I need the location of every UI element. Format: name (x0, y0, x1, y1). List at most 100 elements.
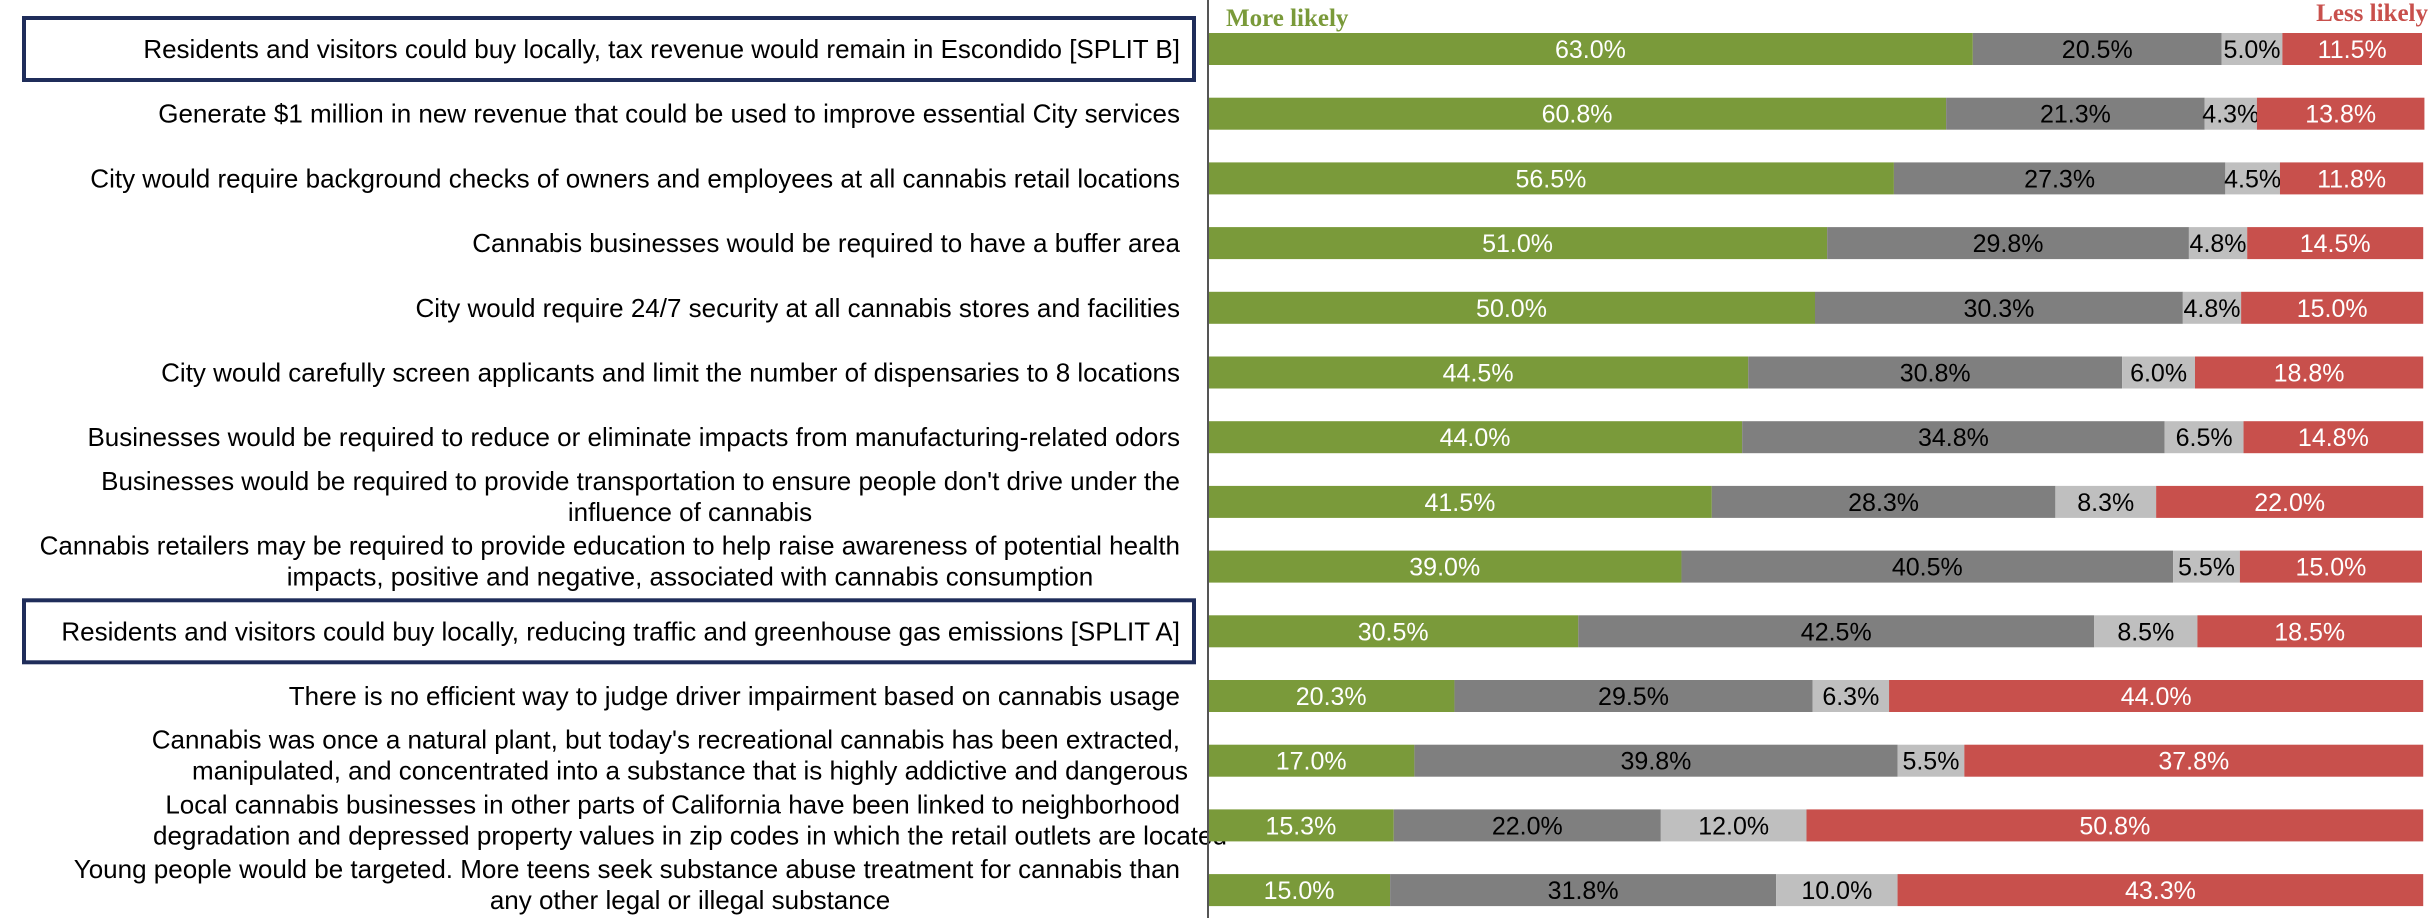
bar-segment-dont-know (2173, 550, 2240, 583)
bar-segment-dont-know (2164, 421, 2244, 454)
data-label: 12.0% (1698, 812, 1769, 840)
data-label: 22.0% (2254, 489, 2325, 517)
bar-segment-neutral (1827, 227, 2189, 260)
bar-segment-neutral (1972, 33, 2222, 65)
bar-segment-more-likely (1208, 744, 1415, 777)
data-label: 18.5% (2274, 618, 2345, 646)
data-label: 40.5% (1892, 554, 1963, 582)
data-label: 15.0% (2296, 554, 2367, 582)
data-label: 4.8% (2183, 295, 2240, 323)
bar-segment-dont-know (1897, 744, 1965, 777)
bar-segment-dont-know (2182, 291, 2242, 324)
data-label: 17.0% (1276, 748, 1347, 776)
data-label: 29.5% (1598, 683, 1669, 711)
data-label: 39.0% (1409, 554, 1480, 582)
bar-segment-dont-know (2094, 615, 2198, 648)
data-label: 11.5% (2318, 36, 2387, 64)
bar-segment-neutral (1946, 97, 2205, 130)
bar-segment-less-likely (1806, 809, 2424, 842)
data-label: 60.8% (1542, 101, 1613, 129)
bar-segment-dont-know (2055, 485, 2157, 518)
data-label: 30.5% (1358, 618, 1429, 646)
bar-segment-less-likely (2243, 421, 2424, 454)
category-label: City would require 24/7 security at all … (416, 293, 1181, 323)
data-label: 14.8% (2298, 424, 2369, 452)
category-label: Local cannabis businesses in other parts… (165, 789, 1180, 819)
data-label: 5.0% (2224, 36, 2281, 64)
data-label: 15.3% (1265, 812, 1336, 840)
legend-more-likely: More likely (1226, 5, 1349, 32)
data-label: 41.5% (1424, 489, 1495, 517)
category-label: Businesses would be required to provide … (101, 466, 1180, 496)
category-label: City would require background checks of … (90, 163, 1180, 193)
data-label: 13.8% (2305, 101, 2376, 129)
bar-segment-dont-know (2122, 356, 2195, 389)
data-label: 10.0% (1801, 877, 1872, 905)
data-label: 14.5% (2300, 230, 2371, 258)
bar-segment-dont-know (2221, 33, 2283, 65)
bar-segment-less-likely (2256, 97, 2425, 130)
bar-segment-more-likely (1208, 550, 1682, 583)
highlight-box (22, 16, 1196, 82)
bar-segment-less-likely (2247, 227, 2424, 260)
data-label: 11.8% (2317, 165, 2386, 193)
bar-segment-more-likely (1208, 680, 1455, 712)
data-label: 15.0% (1264, 877, 1335, 905)
data-label: 50.8% (2079, 812, 2150, 840)
category-label: Residents and visitors could buy locally… (61, 616, 1180, 646)
data-label: 34.8% (1918, 424, 1989, 452)
data-label: 6.3% (1822, 683, 1879, 711)
data-label: 6.0% (2130, 360, 2187, 388)
bar-segment-less-likely (1964, 744, 2424, 777)
bar-segment-more-likely (1208, 291, 1815, 324)
data-label: 29.8% (1973, 230, 2044, 258)
category-label: City would carefully screen applicants a… (161, 358, 1180, 388)
data-label: 31.8% (1548, 877, 1619, 905)
bar-segment-neutral (1578, 615, 2095, 648)
data-label: 4.5% (2224, 165, 2281, 193)
bar-segment-more-likely (1208, 97, 1947, 130)
category-label: There is no efficient way to judge drive… (289, 681, 1180, 711)
category-label: degradation and depressed property value… (153, 820, 1227, 850)
data-label: 20.3% (1296, 683, 1367, 711)
data-label: 30.8% (1900, 360, 1971, 388)
bar-segment-less-likely (2239, 550, 2422, 583)
category-label: Generate $1 million in new revenue that … (158, 99, 1180, 129)
category-label: Businesses would be required to reduce o… (87, 422, 1180, 452)
category-label: Young people would be targeted. More tee… (74, 854, 1180, 884)
bar-segment-neutral (1454, 680, 1813, 712)
bar-segment-dont-know (2225, 162, 2280, 195)
bar-segment-dont-know (2204, 97, 2257, 130)
category-label: influence of cannabis (568, 497, 812, 527)
data-label: 50.0% (1476, 295, 1547, 323)
bar-segment-less-likely (2282, 33, 2422, 65)
category-label: Cannabis businesses would be required to… (472, 228, 1180, 258)
bar-segment-more-likely (1208, 162, 1894, 195)
bar-segment-more-likely (1208, 615, 1579, 648)
category-label: Cannabis was once a natural plant, but t… (152, 725, 1180, 755)
data-label: 5.5% (2178, 554, 2235, 582)
data-label: 6.5% (2176, 424, 2233, 452)
data-label: 18.8% (2274, 360, 2345, 388)
data-label: 44.0% (1440, 424, 1511, 452)
bar-segment-more-likely (1208, 485, 1712, 518)
bar-segment-less-likely (2197, 615, 2422, 648)
data-label: 43.3% (2125, 877, 2196, 905)
category-label: any other legal or illegal substance (490, 885, 890, 915)
bar-segment-neutral (1893, 162, 2226, 195)
data-label: 8.3% (2077, 489, 2134, 517)
data-label: 30.3% (1963, 295, 2034, 323)
category-label: impacts, positive and negative, associat… (287, 562, 1093, 592)
data-label: 51.0% (1482, 230, 1553, 258)
bar-segment-dont-know (2188, 227, 2248, 260)
data-label: 21.3% (2040, 101, 2111, 129)
bar-segment-more-likely (1208, 356, 1749, 389)
chart-rows: Residents and visitors could buy locally… (22, 16, 2425, 915)
bar-segment-neutral (1393, 809, 1661, 842)
bar-segment-neutral (1390, 874, 1777, 907)
bar-segment-more-likely (1208, 874, 1391, 907)
bar-segment-dont-know (1812, 680, 1890, 712)
bar-segment-less-likely (1889, 680, 2424, 712)
bar-segment-less-likely (1897, 874, 2424, 907)
data-label: 28.3% (1848, 489, 1919, 517)
